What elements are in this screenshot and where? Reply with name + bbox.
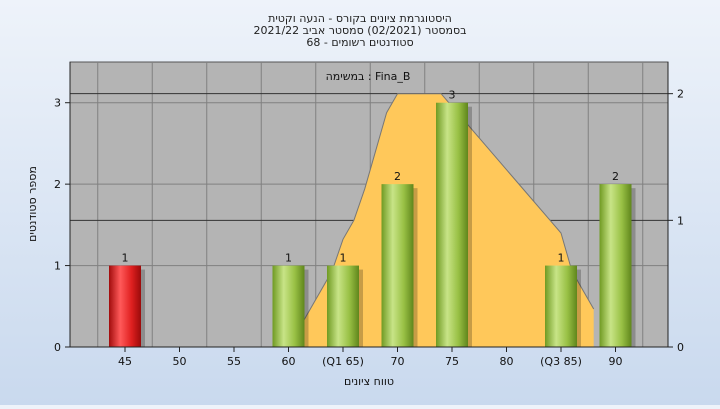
y-tick-label: 2 (54, 178, 61, 191)
bars: 1 1 1 2 3 1 2 (109, 89, 636, 347)
bar-90 (599, 184, 632, 347)
bar-value-label: 2 (394, 170, 401, 183)
x-axis-label: טווח ציונים (344, 375, 394, 388)
x-tick-label: 80 (500, 355, 514, 368)
x-tick-label: 50 (173, 355, 187, 368)
x-tick-label: (Q3 85) (540, 355, 582, 368)
x-tick-label: (Q1 65) (322, 355, 364, 368)
y-tick-label: 1 (54, 260, 61, 273)
x-tick-label: 55 (227, 355, 241, 368)
bar-value-label: 1 (340, 252, 347, 265)
chart-title: היסטוגרמת ציונים בקורס - הנעה וקטית בסמס… (253, 12, 466, 49)
chart-title-line-2: בסמסטר (02/2021) סמסטר אביב 2021/22 (253, 24, 466, 37)
bar-(Q1 65) (327, 265, 359, 347)
x-tick-label: 75 (445, 355, 459, 368)
bar-value-label: 3 (449, 89, 456, 102)
chart-title-line-3: סטודנטים רשומים - 68 (306, 36, 413, 49)
y2-tick-label: 0 (677, 341, 684, 354)
bar-45 (109, 265, 141, 347)
y2-tick-label: 2 (677, 88, 684, 101)
x-tick-label: 70 (391, 355, 405, 368)
bar-value-label: 1 (122, 252, 129, 265)
y-tick-label: 0 (54, 341, 61, 354)
bar-value-label: 1 (285, 252, 292, 265)
y-axis-label: מספר סטודנטים (26, 166, 39, 242)
bar-60 (272, 265, 305, 347)
bar-75 (436, 102, 468, 347)
axes: 0 1 2 3 0 1 2 45 50 55 60 (Q1 65) 70 75 80 (Q3 85) 90 (54, 62, 684, 368)
distribution-curve (288, 93, 595, 348)
x-tick-label: 60 (282, 355, 296, 368)
y2-tick-label: 1 (677, 214, 684, 227)
bar-value-label: 1 (558, 252, 565, 265)
x-tick-label: 90 (609, 355, 623, 368)
chart-annotation: במשימה : Fina_B (326, 70, 411, 83)
bar-value-label: 2 (612, 170, 619, 183)
bar-70 (381, 184, 414, 347)
y-tick-label: 3 (54, 97, 61, 110)
x-tick-label: 45 (118, 355, 132, 368)
chart-title-line-1: היסטוגרמת ציונים בקורס - הנעה וקטית (268, 12, 452, 25)
bar-(Q3 85) (545, 265, 577, 347)
